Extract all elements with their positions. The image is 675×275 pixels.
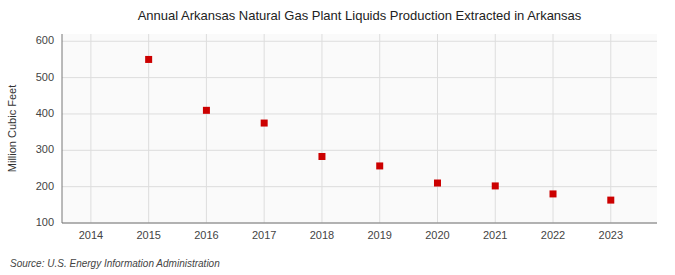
- y-tick-label: 600: [36, 34, 54, 46]
- source-note: Source: U.S. Energy Information Administ…: [10, 258, 220, 269]
- point-marker: [318, 153, 325, 160]
- x-tick-label: 2020: [425, 229, 449, 241]
- x-tick-label: 2014: [79, 229, 103, 241]
- point-marker: [261, 120, 268, 127]
- y-tick-label: 400: [36, 107, 54, 119]
- plot-background: [62, 34, 657, 223]
- y-grid-line: [62, 186, 657, 187]
- y-tick-label: 500: [36, 71, 54, 83]
- x-tick-label: 2017: [252, 229, 276, 241]
- point-marker: [376, 162, 383, 169]
- y-grid-line: [62, 150, 657, 151]
- grid: [62, 34, 657, 223]
- y-grid-line: [62, 41, 657, 42]
- x-grid-line: [495, 34, 496, 223]
- y-tick-label: 200: [36, 180, 54, 192]
- x-tick-label: 2019: [367, 229, 391, 241]
- x-grid-line: [379, 34, 380, 223]
- point-marker: [203, 107, 210, 114]
- point-marker: [145, 56, 152, 63]
- x-tick-label: 2022: [541, 229, 565, 241]
- x-grid-line: [206, 34, 207, 223]
- point-marker: [492, 182, 499, 189]
- point-marker: [607, 197, 614, 204]
- y-tick-label: 100: [36, 216, 54, 228]
- point-marker: [434, 180, 441, 187]
- chart-title: Annual Arkansas Natural Gas Plant Liquid…: [138, 8, 582, 23]
- x-grid-line: [264, 34, 265, 223]
- y-tick-label: 300: [36, 143, 54, 155]
- y-grid-line: [62, 77, 657, 78]
- x-axis-line: [62, 223, 657, 224]
- x-grid-line: [610, 34, 611, 223]
- chart-svg: 100 200 300 400 500 600 2014 2015 2016 2017 2018 20…: [0, 0, 675, 275]
- y-grid-line: [62, 113, 657, 114]
- data-group: [145, 56, 614, 204]
- x-tick-label: 2015: [136, 229, 160, 241]
- x-tick-label: 2018: [310, 229, 334, 241]
- x-grid-line: [321, 34, 322, 223]
- y-grid-line: [62, 223, 657, 224]
- y-axis-label: Million Cubic Feet: [6, 85, 18, 172]
- x-grid-line: [90, 34, 91, 223]
- x-grid-line: [437, 34, 438, 223]
- x-tick-label: 2021: [483, 229, 507, 241]
- x-tick-label: 2023: [599, 229, 623, 241]
- point-marker: [550, 190, 557, 197]
- x-tick-label: 2016: [194, 229, 218, 241]
- chart-container: 100 200 300 400 500 600 2014 2015 2016 2017 2018 20…: [0, 0, 675, 275]
- y-axis-line: [62, 34, 63, 223]
